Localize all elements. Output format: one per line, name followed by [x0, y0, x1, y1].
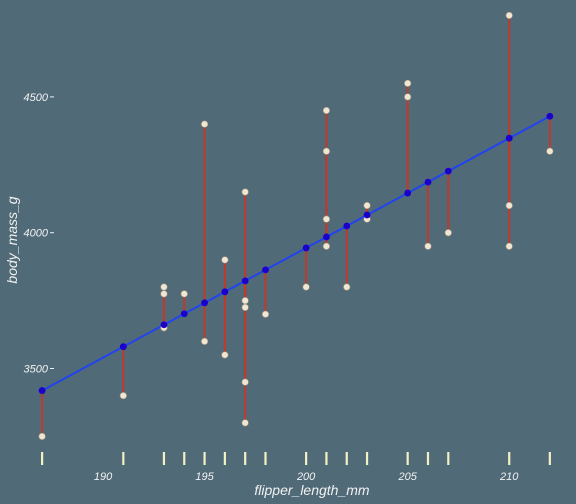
fitted-point: [241, 277, 249, 285]
fitted-point: [343, 222, 351, 230]
fitted-point: [546, 112, 554, 120]
data-point: [261, 310, 270, 318]
data-point: [241, 378, 249, 386]
fitted-point: [505, 134, 513, 142]
residual-lines: [41, 15, 551, 437]
data-point: [119, 392, 127, 400]
data-point: [241, 297, 249, 305]
data-point: [241, 303, 249, 312]
data-point: [424, 242, 432, 250]
x-tick-label: 205: [397, 471, 417, 483]
fitted-point: [119, 343, 127, 351]
fitted-point: [363, 211, 371, 219]
y-tick-label: 4500: [24, 92, 49, 104]
data-point: [241, 419, 249, 427]
data-point: [221, 351, 229, 359]
data-point: [200, 337, 209, 345]
data-point: [322, 106, 331, 115]
x-rug: [40, 452, 551, 465]
fitted-point: [221, 288, 229, 296]
fitted-point: [38, 387, 46, 394]
data-point: [200, 120, 209, 128]
fitted-point: [180, 310, 188, 318]
y-axis-ticks: 3500 4000 4500: [24, 92, 54, 376]
fitted-point: [323, 233, 330, 241]
data-point: [160, 290, 168, 298]
data-point: [322, 215, 331, 223]
data-point: [241, 188, 249, 196]
x-tick-label: 190: [94, 471, 113, 483]
regression-line: [41, 115, 551, 392]
data-point: [404, 93, 412, 101]
data-point: [302, 283, 310, 291]
y-axis-title: body_mass_g: [4, 196, 20, 283]
data-point: [38, 432, 46, 441]
fitted-points: [38, 112, 554, 394]
fitted-point: [404, 189, 412, 197]
fitted-point: [201, 299, 208, 307]
data-point: [363, 201, 371, 210]
x-tick-label: 210: [499, 471, 519, 483]
data-point: [180, 290, 188, 298]
x-axis-ticks: 190 195 200 205 210: [94, 471, 519, 483]
fitted-point: [160, 321, 168, 329]
fitted-point: [444, 167, 452, 175]
x-axis-title: flipper_length_mm: [254, 482, 370, 498]
fitted-point: [424, 178, 432, 186]
data-points: [38, 11, 554, 441]
data-point: [505, 201, 513, 210]
data-point: [160, 283, 168, 291]
data-point: [444, 229, 452, 237]
y-tick-label: 3500: [24, 364, 49, 376]
data-point: [404, 79, 412, 87]
fitted-point: [302, 244, 310, 252]
data-point: [322, 242, 331, 250]
data-point: [546, 147, 554, 155]
y-tick-label: 4000: [24, 228, 49, 240]
data-point: [322, 147, 331, 155]
data-point: [505, 242, 513, 250]
fitted-point: [262, 266, 269, 274]
data-point: [505, 11, 513, 20]
data-point: [343, 283, 351, 291]
x-tick-label: 195: [195, 471, 214, 483]
x-tick-label: 200: [296, 471, 316, 483]
data-point: [221, 256, 229, 264]
